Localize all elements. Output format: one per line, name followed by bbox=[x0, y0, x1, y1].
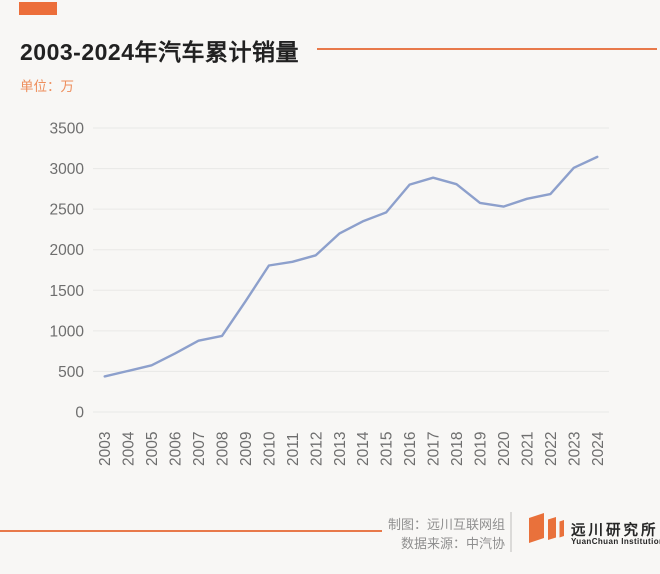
x-tick-label: 2009 bbox=[238, 432, 255, 466]
unit-label: 单位：万 bbox=[20, 79, 74, 94]
y-tick-label: 2500 bbox=[50, 202, 85, 219]
x-tick-label: 2021 bbox=[519, 432, 536, 466]
source-label: 数据来源：中汽协 bbox=[400, 536, 505, 551]
x-tick-label: 2019 bbox=[473, 432, 490, 466]
y-tick-label: 1500 bbox=[50, 283, 85, 300]
footer-rule-line bbox=[0, 530, 382, 532]
y-tick-label: 0 bbox=[75, 405, 84, 422]
sales-line-series bbox=[103, 155, 599, 378]
y-tick-label: 500 bbox=[58, 364, 84, 381]
y-tick-label: 1000 bbox=[50, 323, 85, 340]
x-tick-label: 2018 bbox=[449, 432, 466, 466]
x-tick-label: 2016 bbox=[402, 432, 419, 466]
x-tick-label: 2014 bbox=[355, 431, 372, 466]
y-tick-label: 3000 bbox=[50, 161, 85, 178]
yuanchuan-logo: 远川研究所 YuanChuan Institution bbox=[523, 510, 660, 550]
footer-divider bbox=[510, 512, 512, 552]
x-tick-label: 2015 bbox=[379, 432, 396, 466]
x-tick-label: 2017 bbox=[426, 432, 443, 466]
x-tick-label: 2007 bbox=[191, 432, 208, 466]
logo-name-cn: 远川研究所 bbox=[571, 523, 659, 539]
x-tick-label: 2020 bbox=[496, 431, 513, 466]
x-tick-label: 2003 bbox=[97, 432, 114, 466]
yuanchuan-bars-icon bbox=[529, 513, 564, 543]
x-tick-label: 2024 bbox=[590, 431, 607, 466]
credit-label: 制图：远川互联网组 bbox=[387, 517, 505, 532]
x-tick-label: 2012 bbox=[308, 432, 325, 466]
x-tick-label: 2013 bbox=[332, 432, 349, 466]
x-tick-label: 2006 bbox=[168, 432, 185, 466]
x-tick-label: 2005 bbox=[144, 432, 161, 466]
footer-credits: 制图：远川互联网组 数据来源：中汽协 bbox=[388, 515, 505, 553]
x-tick-label: 2010 bbox=[261, 431, 278, 466]
page-title: 2003-2024年汽车累计销量 bbox=[20, 39, 299, 65]
x-tick-label: 2023 bbox=[566, 432, 583, 466]
logo-name-en: YuanChuan Institution bbox=[571, 537, 660, 546]
x-tick-label: 2011 bbox=[285, 433, 302, 466]
y-tick-label: 2000 bbox=[50, 242, 85, 259]
x-tick-label: 2004 bbox=[121, 431, 138, 466]
x-tick-label: 2008 bbox=[215, 432, 232, 466]
title-rule-line bbox=[317, 48, 657, 50]
x-tick-label: 2022 bbox=[543, 432, 560, 466]
brand-accent-bar bbox=[19, 2, 57, 15]
y-tick-label: 3500 bbox=[50, 121, 85, 138]
